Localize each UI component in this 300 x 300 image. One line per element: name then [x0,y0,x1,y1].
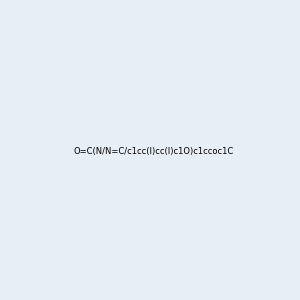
Text: O=C(N/N=C/c1cc(I)cc(I)c1O)c1ccoc1C: O=C(N/N=C/c1cc(I)cc(I)c1O)c1ccoc1C [74,147,234,156]
